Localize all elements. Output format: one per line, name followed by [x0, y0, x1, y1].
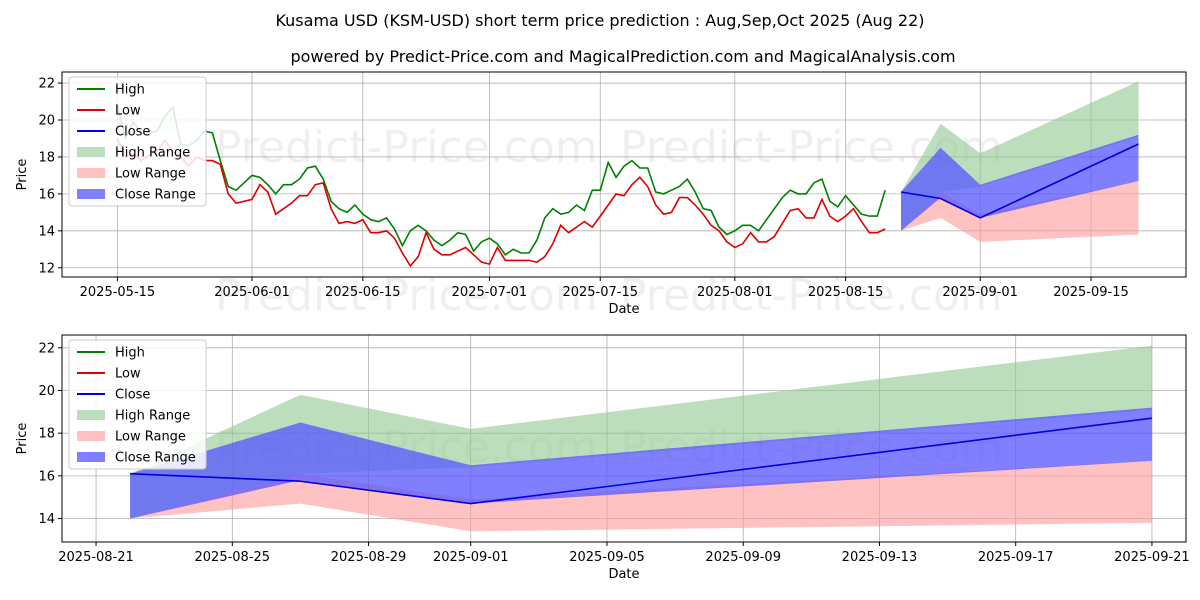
plot-frame: [61, 71, 1187, 278]
x-tick-label: 2025-08-01: [697, 285, 773, 300]
y-axis-label: Price: [15, 423, 30, 455]
x-tick-label: 2025-09-05: [569, 550, 645, 565]
legend-label: High: [115, 83, 145, 98]
watermark-text: Predict-Price.com: [620, 270, 1003, 321]
x-tick-label: 2025-08-21: [58, 550, 134, 565]
bottom-chart-panel: Predict-Price.com Predict-Price.com 2025…: [15, 334, 1190, 582]
x-tick-label: 2025-09-01: [942, 285, 1018, 300]
x-tick-label: 2025-07-15: [562, 285, 638, 300]
legend-swatch: [77, 147, 105, 157]
legend-label: High Range: [115, 409, 190, 424]
chart-subtitle: powered by Predict-Price.com and Magical…: [290, 47, 955, 66]
legend-label: High Range: [115, 146, 190, 161]
x-tick-label: 2025-08-29: [331, 550, 407, 565]
x-tick-label: 2025-08-15: [808, 285, 884, 300]
x-tick-label: 2025-09-13: [842, 550, 918, 565]
plot-frame: [61, 334, 1187, 543]
legend: High Low Close High Range Low Range Close Ran…: [68, 76, 207, 207]
y-tick-label: 22: [38, 341, 55, 356]
x-tick-label: 2025-09-01: [433, 550, 509, 565]
x-tick-label: 2025-06-01: [214, 285, 290, 300]
high-price-line: [116, 103, 886, 256]
y-tick-label: 14: [38, 224, 55, 239]
legend-label: Low Range: [115, 430, 186, 445]
x-tick-label: 2025-09-17: [978, 550, 1054, 565]
y-axis-label: Price: [15, 159, 30, 191]
legend-label: Low: [115, 367, 141, 382]
y-tick-label: 18: [38, 150, 55, 165]
x-tick-label: 2025-09-09: [705, 550, 781, 565]
legend-swatch: [77, 452, 105, 462]
y-tick-label: 12: [38, 261, 55, 276]
y-tick-label: 18: [38, 427, 55, 442]
x-axis-label: Date: [608, 302, 639, 317]
chart-title: Kusama USD (KSM-USD) short term price pr…: [275, 11, 924, 30]
y-tick-label: 16: [38, 469, 55, 484]
x-tick-label: 2025-09-15: [1053, 285, 1129, 300]
legend: High Low Close High Range Low Range Close Ran…: [68, 339, 207, 470]
close-price-line: [900, 143, 1139, 219]
high-range-band: [901, 81, 1139, 231]
close-price-line: [130, 417, 1152, 505]
low-price-line: [116, 138, 886, 268]
y-tick-label: 22: [38, 77, 55, 92]
x-tick-label: 2025-07-01: [452, 285, 528, 300]
low-range-band: [901, 181, 1139, 242]
legend-swatch: [77, 168, 105, 178]
legend-label: Close: [115, 388, 150, 403]
legend-label: Close Range: [115, 188, 196, 203]
watermark-text: Predict-Price.com: [215, 270, 598, 321]
watermark-text: Predict-Price.com: [215, 122, 598, 173]
y-tick-label: 20: [38, 114, 55, 129]
legend-label: Close: [115, 125, 150, 140]
top-chart-panel: Predict-Price.com Predict-Price.com Pred…: [15, 71, 1187, 321]
legend-label: High: [115, 346, 145, 361]
y-tick-label: 20: [38, 384, 55, 399]
close-range-band: [901, 134, 1139, 231]
legend-swatch: [77, 410, 105, 420]
close-range-band: [130, 407, 1152, 519]
y-tick-label: 14: [38, 512, 55, 527]
legend-label: Low Range: [115, 167, 186, 182]
x-tick-label: 2025-08-25: [195, 550, 271, 565]
x-tick-label: 2025-05-15: [80, 285, 156, 300]
x-tick-label: 2025-09-21: [1114, 550, 1190, 565]
legend-swatch: [77, 431, 105, 441]
y-tick-label: 16: [38, 187, 55, 202]
legend-label: Close Range: [115, 451, 196, 466]
legend-label: Low: [115, 104, 141, 119]
x-axis-label: Date: [608, 567, 639, 582]
x-tick-label: 2025-06-15: [325, 285, 401, 300]
legend-swatch: [77, 189, 105, 199]
high-range-band: [130, 345, 1152, 519]
low-range-band: [130, 460, 1152, 532]
